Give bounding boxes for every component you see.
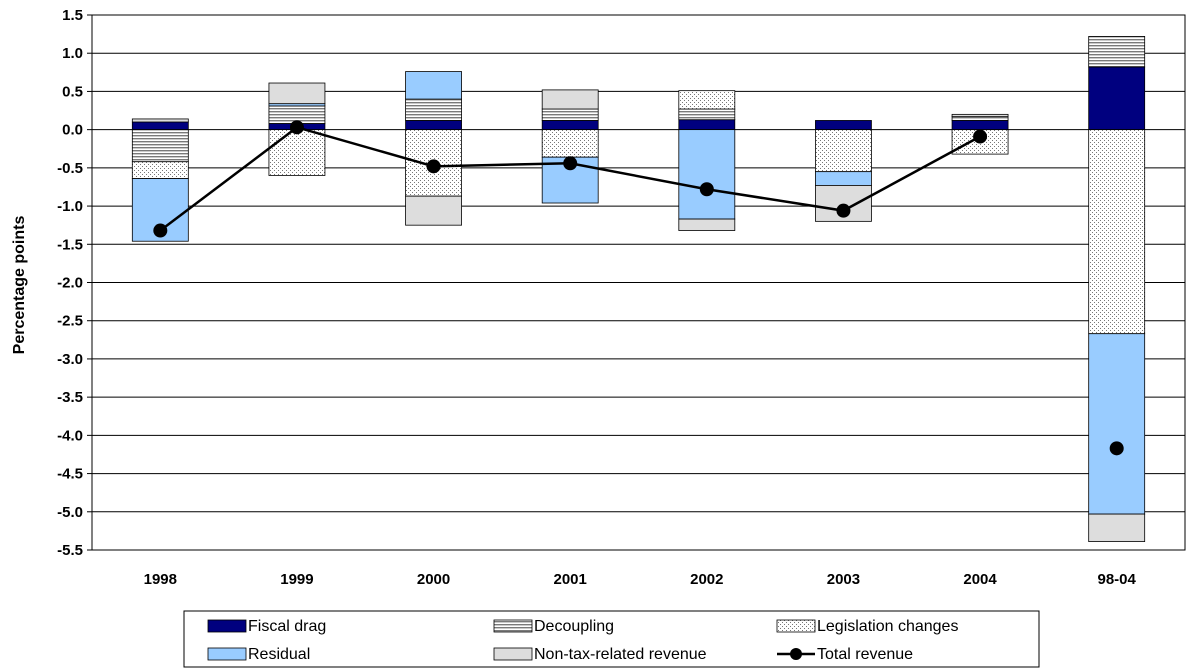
total-revenue-line xyxy=(153,120,1124,456)
bar-segment xyxy=(405,71,462,100)
legend-item: Residual xyxy=(207,646,310,663)
bar-segment xyxy=(678,90,736,110)
x-tick-label: 1999 xyxy=(280,571,313,588)
bar-segment xyxy=(1088,513,1146,542)
x-tick-label: 2001 xyxy=(554,571,587,588)
y-tick-label: 0.5 xyxy=(62,83,83,100)
legend-swatch xyxy=(493,619,533,633)
y-tick-label: -0.5 xyxy=(57,160,83,177)
bar-segment xyxy=(1088,129,1146,335)
bar-segment xyxy=(1088,36,1146,68)
bar-segment xyxy=(951,113,1009,118)
bar-segment xyxy=(131,161,189,179)
legend-item: Total revenue xyxy=(777,646,913,663)
legend-label: Non-tax-related revenue xyxy=(534,646,707,663)
y-tick-label: -4.5 xyxy=(57,466,83,483)
y-tick-label: 1.5 xyxy=(62,7,83,24)
x-tick-label: 2004 xyxy=(963,571,997,588)
legend-swatch xyxy=(207,647,247,661)
bar-segment xyxy=(1088,333,1146,515)
bar-segment xyxy=(268,129,326,176)
bars xyxy=(131,36,1146,542)
legend-label: Fiscal drag xyxy=(248,618,326,635)
bar-segment xyxy=(815,129,872,173)
legend-label: Legislation changes xyxy=(817,618,958,635)
bar-segment xyxy=(1088,66,1146,131)
legend-item: Decoupling xyxy=(493,618,614,635)
bar-segment xyxy=(405,98,462,121)
bar-segment xyxy=(678,129,736,220)
bar-segment xyxy=(951,116,1009,121)
total-revenue-point xyxy=(289,120,304,135)
legend-item: Non-tax-related revenue xyxy=(493,646,707,663)
y-tick-label: 1.0 xyxy=(62,45,83,62)
legend: Fiscal drag Decoupling Legislation changes… xyxy=(183,610,1040,668)
bar-segment xyxy=(541,89,599,110)
legend-swatch xyxy=(776,619,816,633)
bar-segment xyxy=(405,195,462,226)
legend-swatch xyxy=(493,647,533,661)
bar-segment xyxy=(268,82,326,105)
bar-segment xyxy=(541,120,599,131)
total-revenue-point xyxy=(1109,441,1124,456)
legend-label: Total revenue xyxy=(817,646,913,663)
legend-swatch xyxy=(207,619,247,633)
y-tick-label: -1.0 xyxy=(57,198,83,215)
y-tick-label: -2.0 xyxy=(57,275,83,292)
bar-segment xyxy=(678,218,736,231)
x-tick-label: 98-04 xyxy=(1098,571,1137,588)
bar-segment xyxy=(131,121,189,131)
total-revenue-point xyxy=(836,203,851,218)
total-revenue-point xyxy=(973,129,988,144)
bar-segment xyxy=(678,119,736,131)
x-tick-label: 1998 xyxy=(144,571,177,588)
y-tick-label: -3.5 xyxy=(57,389,83,406)
total-revenue-point xyxy=(426,159,441,174)
bar-segment xyxy=(678,108,736,121)
y-axis-label: Percentage points xyxy=(11,216,28,355)
y-tick-label: -4.0 xyxy=(57,427,83,444)
legend-box xyxy=(183,610,1040,668)
x-tick-label: 2002 xyxy=(690,571,723,588)
grid-lines xyxy=(92,14,1185,551)
total-revenue-point xyxy=(153,223,168,238)
legend-label: Decoupling xyxy=(534,618,614,635)
plot-area-border xyxy=(91,14,1186,551)
bar-segment xyxy=(815,171,872,186)
bar-segment xyxy=(131,129,189,163)
y-tick-label: -3.0 xyxy=(57,351,83,368)
bar-segment xyxy=(405,120,462,131)
y-tick-label: -1.5 xyxy=(57,236,83,253)
bar-segment xyxy=(131,118,189,123)
bar-segment xyxy=(951,120,1009,131)
total-revenue-point xyxy=(699,182,714,197)
y-tick-label: -2.5 xyxy=(57,313,83,330)
total-revenue-point xyxy=(563,156,578,171)
y-tick-label: -5.0 xyxy=(57,504,83,521)
legend-label: Residual xyxy=(248,646,310,663)
bar-segment xyxy=(815,120,872,131)
y-tick-label: -5.5 xyxy=(57,542,83,559)
x-tick-label: 2003 xyxy=(827,571,860,588)
x-tick-label: 2000 xyxy=(417,571,450,588)
bar-segment xyxy=(541,108,599,121)
legend-marker-swatch xyxy=(790,648,802,660)
legend-item: Legislation changes xyxy=(776,618,958,635)
axes: 1.5 1.0 0.5 0.0 -0.5 -1.0 -1.5 -2.0 -2.5 -3.0 -3.5… xyxy=(57,7,1186,588)
legend-item: Fiscal drag xyxy=(207,618,326,635)
bar-segment xyxy=(541,129,599,158)
y-tick-label: 0.0 xyxy=(62,122,83,139)
